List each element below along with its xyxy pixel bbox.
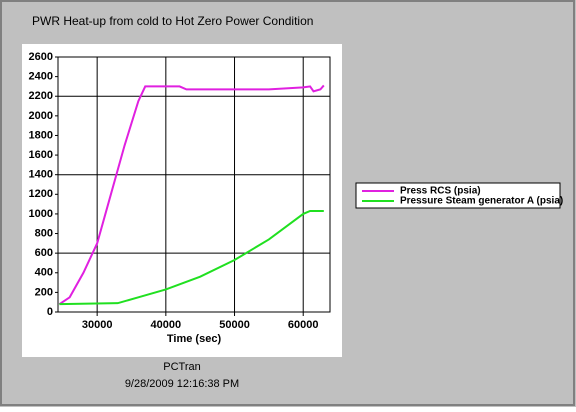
footer-date: 9/28/2009 12:16:38 PM	[125, 378, 239, 390]
x-axis-label: Time (sec)	[167, 333, 222, 345]
plot-panel	[22, 44, 342, 357]
y-tick-label: 1200	[29, 188, 53, 200]
y-tick-label: 2400	[29, 71, 53, 83]
legend	[355, 182, 561, 209]
chart-title: PWR Heat-up from cold to Hot Zero Power …	[32, 14, 313, 28]
y-tick-label: 1000	[29, 208, 53, 220]
y-tick-label: 1800	[29, 129, 53, 141]
series-line	[58, 84, 325, 305]
y-tick-label: 1600	[29, 149, 53, 161]
x-tick-label: 30000	[82, 319, 113, 331]
series-line	[59, 209, 324, 306]
y-tick-label: 2600	[29, 51, 53, 63]
x-tick-label: 50000	[219, 319, 250, 331]
y-tick-label: 800	[35, 227, 53, 239]
y-tick-label: 2000	[29, 110, 53, 122]
plot-area	[57, 56, 331, 313]
y-tick-label: 200	[35, 286, 53, 298]
y-tick-label: 2200	[29, 90, 53, 102]
y-tick-label: 1400	[29, 169, 53, 181]
footer-name: PCTran	[163, 361, 201, 373]
y-tick-label: 400	[35, 267, 53, 279]
y-tick-label: 600	[35, 247, 53, 259]
x-tick-label: 60000	[288, 319, 319, 331]
y-tick-label: 0	[47, 306, 53, 318]
legend-label: Press RCS (psia)	[400, 186, 481, 197]
legend-label: Pressure Steam generator A (psia)	[400, 196, 563, 207]
x-tick-label: 40000	[151, 319, 182, 331]
